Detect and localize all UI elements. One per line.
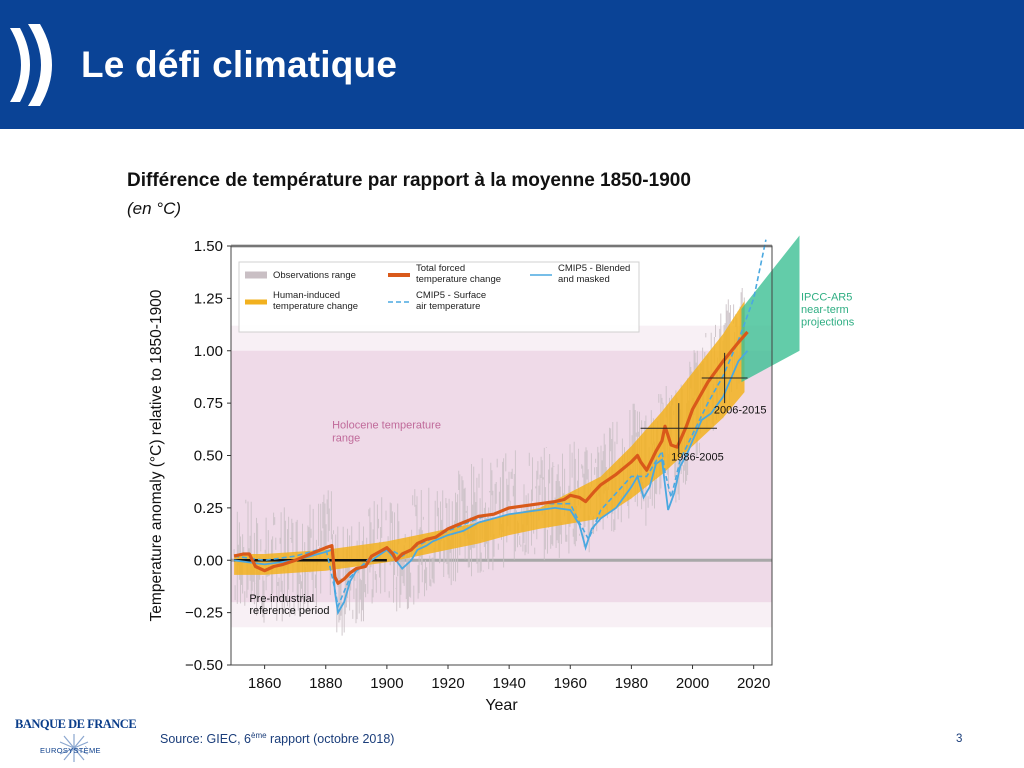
x-tick-label: 1920	[431, 675, 464, 692]
y-tick-label: 1.25	[194, 290, 223, 307]
x-tick-label: 1960	[554, 675, 587, 692]
source-suffix: rapport (octobre 2018)	[266, 732, 395, 747]
page-title: Le défi climatique	[81, 44, 398, 85]
source-note: Source: GIEC, 6ème rapport (octobre 2018…	[160, 731, 394, 746]
y-tick-label: 1.00	[194, 343, 223, 360]
brand-chevron-icon	[10, 24, 52, 106]
x-tick-label: 1880	[309, 675, 342, 692]
reference-period-label: Pre-industrial reference period	[249, 593, 329, 617]
y-tick-label: 1.50	[194, 238, 223, 255]
page-number: 3	[956, 733, 963, 745]
x-tick-label: 1900	[370, 675, 403, 692]
x-axis-label: Year	[485, 697, 518, 714]
holocene-label: Holocene temperature range	[332, 419, 441, 444]
y-tick-label: −0.25	[185, 605, 223, 622]
x-tick-label: 2000	[676, 675, 709, 692]
legend-label-blended: CMIP5 - Blended and masked	[558, 263, 630, 285]
chart-subtitle: Différence de température par rapport à …	[127, 170, 691, 191]
bdf-eurosysteme: EUROSYSTÈME	[40, 746, 101, 755]
series-cmip5-blended	[233, 350, 749, 616]
temperature-chart: 1986-2005 2006-2015 1860 1880 1900 1920 1940 19…	[142, 230, 872, 722]
crosshair-label-1: 2006-2015	[714, 404, 767, 416]
source-sup: ème	[251, 731, 267, 740]
chart-unit: (en °C)	[127, 199, 182, 218]
legend-label-forced: Total forced temperature change	[416, 263, 501, 285]
y-tick-label: 0.50	[194, 448, 223, 465]
y-tick-label: 0.75	[194, 395, 223, 412]
y-tick-label: 0.25	[194, 500, 223, 517]
bdf-emblem-icon	[59, 734, 89, 762]
projections-label: IPCC-AR5 near-term projections	[801, 291, 855, 328]
chart-container: 1986-2005 2006-2015 1860 1880 1900 1920 1940 19…	[142, 230, 872, 722]
y-tick-label: −0.50	[185, 657, 223, 674]
y-axis-label: Temperature anomaly (°C) relative to 185…	[148, 289, 165, 621]
series-cmip5-surface	[233, 239, 767, 610]
legend-label-observations: Observations range	[273, 270, 356, 281]
bdf-name: BANQUE DE FRANCE	[15, 717, 137, 731]
legend-box	[238, 261, 640, 333]
x-tick-label: 1980	[615, 675, 648, 692]
crosshair-label-0: 1986-2005	[671, 452, 724, 464]
series-total-forced	[233, 330, 749, 585]
x-tick-label: 2020	[737, 675, 770, 692]
x-tick-label: 1940	[492, 675, 525, 692]
header-bar: Le défi climatique	[0, 0, 1024, 129]
y-tick-label: 0.00	[194, 552, 223, 569]
banque-de-france-logo	[12, 712, 124, 762]
x-tick-label: 1860	[248, 675, 281, 692]
source-prefix: Source: GIEC, 6	[160, 732, 252, 747]
legend-label-surface: CMIP5 - Surface air temperature	[416, 290, 486, 312]
projections-wedge	[741, 235, 800, 383]
legend-label-human: Human-induced temperature change	[273, 290, 358, 312]
